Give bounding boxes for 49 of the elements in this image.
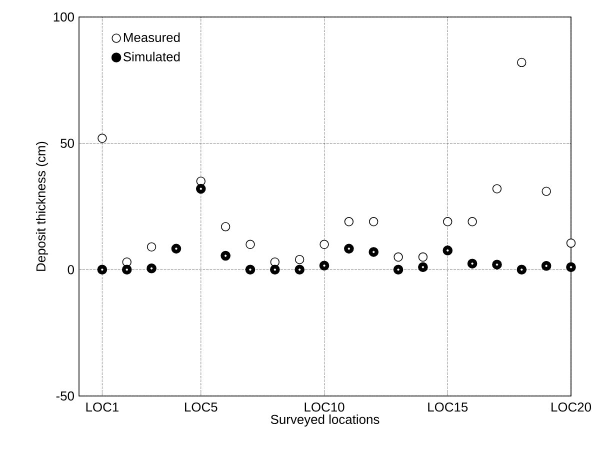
x-tick-label: LOC15 xyxy=(428,402,468,412)
point xyxy=(246,240,255,249)
point xyxy=(443,217,452,226)
y-tick-label: -50 xyxy=(56,391,74,401)
point xyxy=(344,244,354,254)
x-tick-label: LOC5 xyxy=(185,402,218,412)
point xyxy=(541,260,552,271)
point xyxy=(196,184,206,194)
point xyxy=(146,263,156,274)
point xyxy=(294,264,304,275)
point xyxy=(492,184,502,194)
point xyxy=(492,260,502,270)
point xyxy=(442,246,453,256)
point xyxy=(467,258,478,268)
x-tick-label: LOC20 xyxy=(552,402,592,412)
point xyxy=(418,252,428,262)
point xyxy=(369,217,378,226)
point xyxy=(320,240,329,249)
point xyxy=(344,217,354,226)
point xyxy=(566,238,576,248)
y-tick-label: 0 xyxy=(68,265,74,274)
point xyxy=(394,252,403,262)
y-tick-label: 100 xyxy=(54,12,74,22)
legend-label: Measured xyxy=(124,32,180,42)
y-axis-title: Deposit thickness (cm) xyxy=(36,142,48,271)
point xyxy=(566,262,576,272)
point xyxy=(122,264,132,275)
point xyxy=(517,58,526,68)
point xyxy=(368,247,379,257)
point xyxy=(98,134,107,143)
point xyxy=(171,244,182,254)
point xyxy=(146,242,156,252)
point xyxy=(245,264,256,275)
point xyxy=(270,264,280,275)
point xyxy=(220,250,230,261)
point xyxy=(319,260,330,271)
x-axis-title: Surveyed locations xyxy=(270,414,380,427)
point xyxy=(393,264,404,275)
point xyxy=(294,254,304,264)
x-tick-label: LOC1 xyxy=(86,402,118,412)
y-tick-label: 50 xyxy=(60,138,74,148)
point xyxy=(516,264,527,275)
x-tick-label: LOC10 xyxy=(304,402,344,412)
point xyxy=(468,217,477,226)
point xyxy=(220,222,230,232)
point xyxy=(418,262,428,272)
point xyxy=(542,186,551,196)
legend-label: Simulated xyxy=(124,52,180,62)
point xyxy=(97,264,108,275)
